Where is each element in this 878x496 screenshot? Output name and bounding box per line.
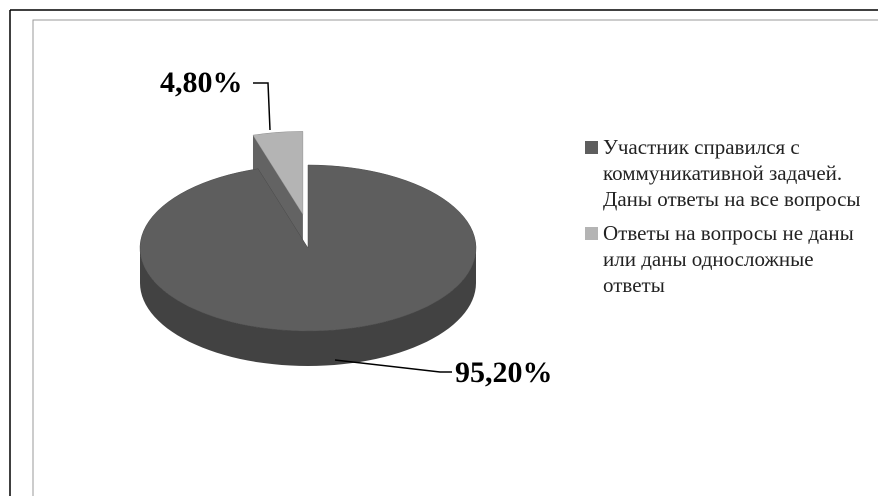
leader-line <box>253 82 271 131</box>
slice <box>139 164 477 332</box>
legend-item: Ответы на вопросы не даны или даны однос… <box>585 220 865 298</box>
legend-label: Ответы на вопросы не даны или даны однос… <box>603 221 854 297</box>
leader-line <box>334 359 452 373</box>
slice-wall <box>140 248 476 366</box>
data-label: 95,20% <box>455 356 553 389</box>
legend-item: Участник справился с коммуникативной зад… <box>585 134 865 212</box>
chart-frame <box>32 19 878 496</box>
legend-swatch <box>585 227 598 240</box>
legend-label: Участник справился с коммуникативной зад… <box>603 135 861 211</box>
legend: Участник справился с коммуникативной зад… <box>585 134 865 306</box>
slice <box>252 131 304 216</box>
data-label: 4,80% <box>160 66 243 99</box>
pie <box>139 131 477 366</box>
legend-swatch <box>585 141 598 154</box>
